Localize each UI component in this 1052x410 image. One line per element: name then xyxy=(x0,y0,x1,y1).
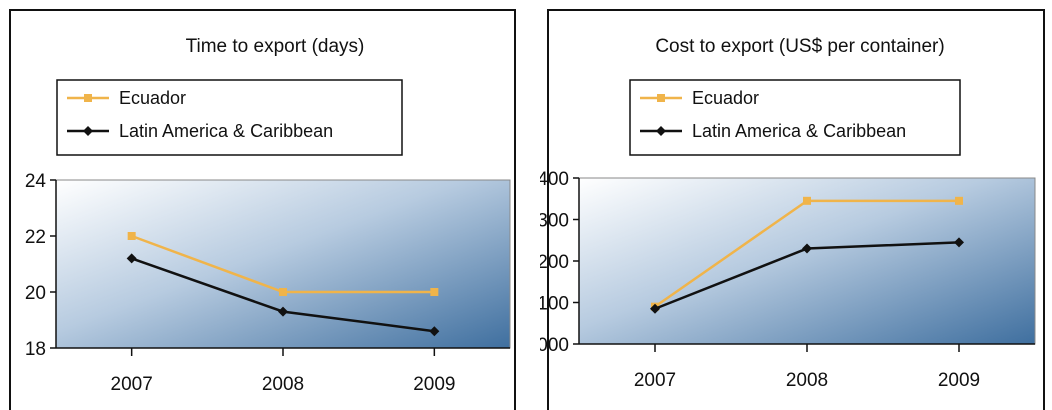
time-to-export-panel: Time to export (days) Ecuador Latin Americ… xyxy=(0,0,525,410)
legend-box xyxy=(56,79,403,156)
x-tick-label: 2009 xyxy=(413,374,455,395)
y-tick-label: 1000 xyxy=(540,335,569,356)
y-tick-label: 18 xyxy=(25,339,46,360)
data-point-square xyxy=(430,288,439,296)
x-tick-label: 2007 xyxy=(634,370,676,391)
y-tick-label: 20 xyxy=(25,283,46,304)
y-tick-label: 1100 xyxy=(540,294,569,315)
data-point-square xyxy=(955,196,963,205)
legend-marker-square xyxy=(84,94,92,102)
legend-label: Ecuador xyxy=(692,88,759,108)
data-point-diamond xyxy=(954,237,964,248)
legend-marker-diamond xyxy=(656,126,666,136)
chart-title: Cost to export (US$ per container) xyxy=(655,36,944,57)
x-tick-label: 2007 xyxy=(111,374,153,395)
data-point-diamond xyxy=(429,326,440,337)
data-point-diamond xyxy=(126,253,137,264)
legend-label: Ecuador xyxy=(119,88,186,108)
data-point-diamond xyxy=(802,243,812,254)
x-tick-label: 2008 xyxy=(786,370,828,391)
x-tick-label: 2008 xyxy=(262,374,304,395)
legend-marker-diamond xyxy=(83,126,93,136)
data-point-square xyxy=(803,196,811,205)
data-point-diamond xyxy=(278,306,288,317)
legend-label: Latin America & Caribbean xyxy=(692,121,906,141)
plot-area xyxy=(578,177,1036,345)
legend-box xyxy=(629,79,961,156)
time-to-export-chart: Time to export (days) Ecuador Latin Americ… xyxy=(9,9,516,410)
plot-area xyxy=(55,179,511,349)
y-tick-label: 1400 xyxy=(540,169,569,190)
legend-label: Latin America & Caribbean xyxy=(119,121,333,141)
cost-to-export-panel: Cost to export (US$ per container) Ecuado… xyxy=(540,0,1052,410)
data-point-square xyxy=(127,232,136,240)
data-point-square xyxy=(279,288,287,296)
cost-to-export-chart: Cost to export (US$ per container) Ecuado… xyxy=(540,9,1045,410)
legend-marker-square xyxy=(657,94,665,102)
data-point-diamond xyxy=(650,303,660,314)
chart-title: Time to export (days) xyxy=(186,36,365,57)
x-tick-label: 2009 xyxy=(938,370,980,391)
y-tick-label: 24 xyxy=(25,171,47,192)
y-tick-label: 1200 xyxy=(540,252,569,273)
y-tick-label: 1300 xyxy=(540,211,569,232)
y-tick-label: 22 xyxy=(25,227,46,248)
